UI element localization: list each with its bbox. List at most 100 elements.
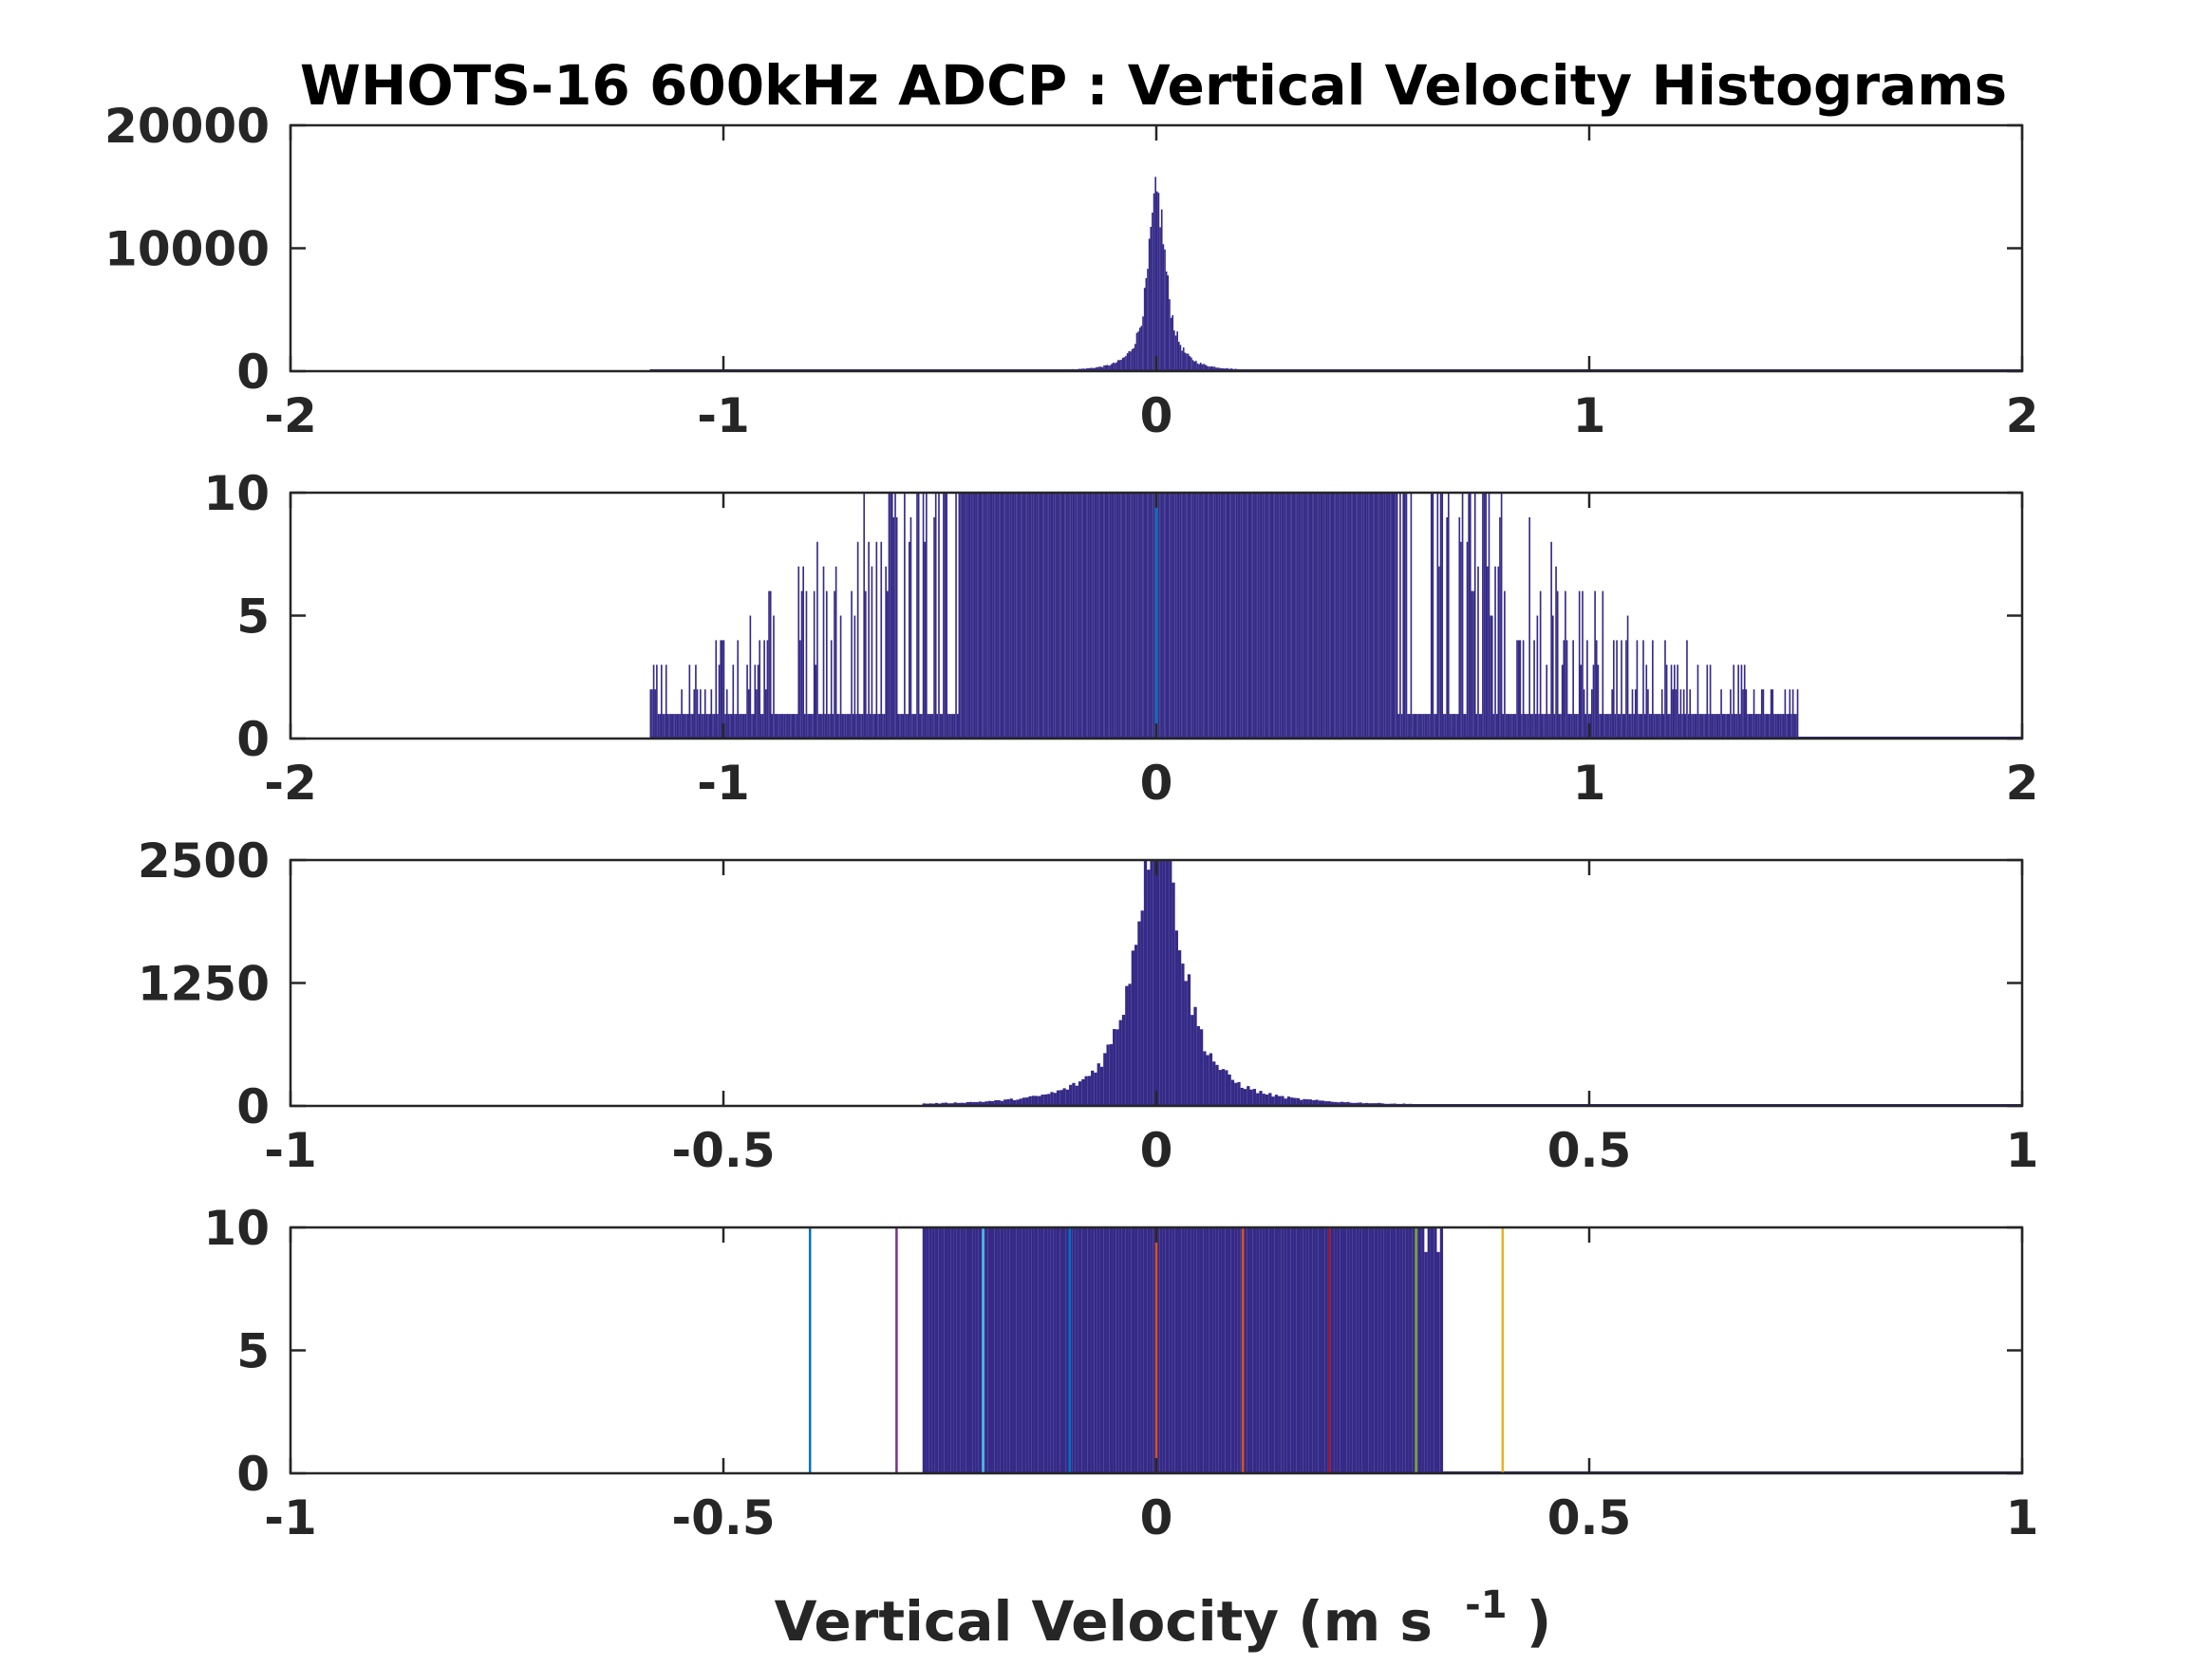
histogram-bin xyxy=(1268,1093,1271,1106)
histogram-bin xyxy=(921,714,923,739)
histogram-bin xyxy=(1072,1083,1075,1106)
histogram-bin xyxy=(1667,714,1669,739)
histogram-bin xyxy=(1122,1015,1125,1106)
histogram-bin xyxy=(1601,714,1603,739)
histogram-bin xyxy=(1677,665,1678,739)
histogram-bin xyxy=(976,1223,979,1473)
histogram-bin xyxy=(1448,488,1450,739)
histogram-bin xyxy=(689,665,691,739)
histogram-bin xyxy=(821,714,823,739)
histogram-bin xyxy=(1205,488,1207,739)
histogram-bin xyxy=(1387,488,1389,739)
histogram-bin xyxy=(1706,665,1708,739)
histogram-bin xyxy=(1426,714,1428,739)
histogram-bin xyxy=(1225,1223,1228,1473)
histogram-bin xyxy=(1052,488,1054,739)
histogram-bin xyxy=(1402,1223,1405,1473)
histogram-bin xyxy=(885,567,887,739)
histogram-bin xyxy=(1642,640,1644,739)
histogram-bin xyxy=(940,714,942,739)
histogram-bin xyxy=(1496,714,1498,739)
histogram-bin xyxy=(1669,714,1671,739)
histogram-bin xyxy=(1246,488,1247,739)
histogram-bin xyxy=(1412,714,1414,739)
histogram-bin xyxy=(1134,344,1136,371)
histogram-bin xyxy=(1171,318,1172,371)
histogram-bin xyxy=(1124,357,1126,371)
histogram-bin xyxy=(1423,714,1425,739)
histogram-bin xyxy=(899,714,901,739)
histogram-bin xyxy=(1571,714,1573,739)
histogram-bin xyxy=(1376,488,1378,739)
histogram-bin xyxy=(1078,488,1080,739)
histogram-bin xyxy=(1122,1223,1125,1473)
histogram-bin xyxy=(1074,488,1076,739)
histogram-bin xyxy=(1513,714,1515,739)
histogram-bin xyxy=(1256,1223,1259,1473)
histogram-bin xyxy=(877,714,879,739)
histogram-bin xyxy=(706,714,708,739)
histogram-bin xyxy=(1309,488,1311,739)
histogram-bin xyxy=(1106,1223,1109,1473)
histogram-bin xyxy=(1136,488,1138,739)
histogram-bin xyxy=(687,714,689,739)
histogram-bin xyxy=(1792,689,1794,739)
histogram-bin xyxy=(1524,714,1526,739)
histogram-bin xyxy=(916,488,918,739)
histogram-bin xyxy=(926,1223,928,1473)
histogram-bin xyxy=(879,714,881,739)
histogram-bin xyxy=(1622,714,1624,739)
histogram-bin xyxy=(1125,1223,1128,1473)
histogram-bin xyxy=(1793,714,1795,739)
histogram-bin xyxy=(740,714,742,739)
histogram-bin xyxy=(1599,714,1601,739)
histogram-bin xyxy=(1018,488,1020,739)
histogram-bin xyxy=(759,640,760,739)
histogram-bin xyxy=(1097,488,1099,739)
histogram-bin xyxy=(1300,488,1302,739)
histogram-bin xyxy=(1100,488,1102,739)
histogram-bin xyxy=(1686,640,1688,739)
histogram-bin xyxy=(833,714,834,739)
histogram-bin xyxy=(1411,488,1413,739)
histogram-bin xyxy=(1343,488,1345,739)
histogram-bin xyxy=(1389,488,1391,739)
histogram-bin xyxy=(1365,488,1367,739)
histogram-bin xyxy=(779,714,781,739)
histogram-bin xyxy=(675,714,677,739)
histogram-bin xyxy=(1210,488,1212,739)
histogram-bin xyxy=(673,714,675,739)
histogram-bin xyxy=(862,714,864,739)
histogram-bin xyxy=(950,1223,953,1473)
histogram-bin xyxy=(1167,275,1169,371)
histogram-bin xyxy=(1367,488,1369,739)
histogram-bin xyxy=(797,567,799,739)
histogram-bin xyxy=(1490,616,1491,739)
histogram-bin xyxy=(1276,488,1278,739)
histogram-bin xyxy=(815,665,816,739)
histogram-bin xyxy=(1350,488,1352,739)
histogram-bin xyxy=(1749,714,1751,739)
histogram-bin xyxy=(1547,714,1549,739)
histogram-bin xyxy=(1030,488,1032,739)
histogram-bin xyxy=(734,714,736,739)
histogram-bin xyxy=(1139,488,1141,739)
histogram-bin xyxy=(1429,714,1431,739)
histogram-bin xyxy=(959,488,961,739)
histogram-bin xyxy=(1623,714,1625,739)
histogram-bin xyxy=(1103,1053,1106,1106)
histogram-bin xyxy=(1166,1223,1169,1473)
histogram-bin xyxy=(720,640,722,739)
histogram-bin xyxy=(1650,714,1652,739)
histogram-bin xyxy=(918,488,920,739)
histogram-bin xyxy=(1758,714,1760,739)
histogram-bin xyxy=(1172,883,1174,1106)
histogram-bin xyxy=(1415,714,1417,739)
histogram-bin xyxy=(1312,488,1314,739)
histogram-bin xyxy=(1333,488,1335,739)
histogram-bin xyxy=(1678,714,1680,739)
histogram-bin xyxy=(1314,488,1316,739)
histogram-bin xyxy=(1022,1223,1025,1473)
histogram-bin xyxy=(928,1223,931,1473)
histogram-bin xyxy=(1054,1093,1057,1106)
